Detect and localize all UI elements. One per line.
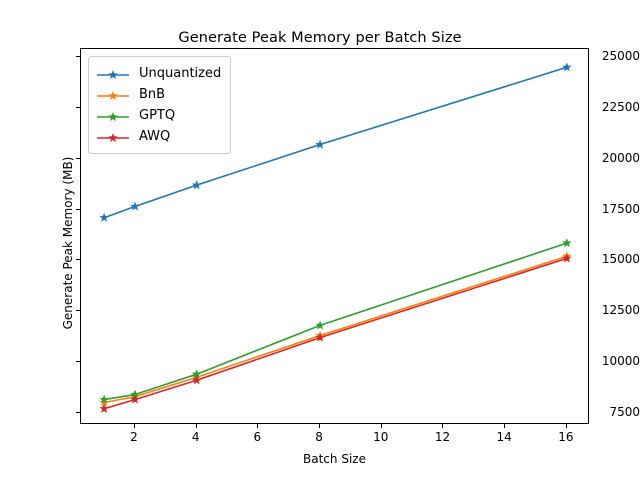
y-tick-mark: [76, 259, 80, 261]
x-tick-mark: [565, 424, 567, 428]
data-point-marker: [130, 389, 140, 399]
y-tick-label: 15000: [601, 252, 640, 267]
x-tick-label: 12: [434, 430, 451, 444]
plot-svg: [99, 62, 572, 413]
y-tick-mark: [76, 106, 80, 108]
series-line: [104, 242, 568, 401]
series-line: [103, 255, 568, 404]
y-tick-label: 10000: [601, 353, 640, 368]
data-point-marker: [562, 238, 572, 248]
data-point-marker: [99, 212, 109, 222]
data-point-marker: [130, 394, 140, 404]
x-tick-mark: [504, 424, 506, 428]
x-tick-mark: [442, 424, 444, 428]
x-tick-mark: [133, 424, 135, 428]
x-tick-mark: [380, 424, 382, 428]
data-point-marker: [562, 253, 572, 263]
y-tick-mark: [76, 208, 80, 210]
x-tick-label: 8: [315, 430, 323, 444]
x-tick-label: 6: [253, 430, 262, 444]
y-axis-label: Generate Peak Memory (MB): [61, 156, 75, 330]
x-tick-label: 10: [373, 430, 389, 444]
legend-item-gptq[interactable]: GPTQ: [96, 105, 221, 126]
legend-label: GPTQ: [139, 108, 176, 123]
y-tick-label: 7500: [609, 404, 640, 419]
x-tick-label: 4: [191, 430, 200, 444]
y-tick-mark: [76, 411, 80, 413]
x-tick-mark: [195, 424, 197, 428]
series-line: [103, 257, 568, 410]
legend-swatch-icon: [96, 109, 130, 123]
x-tick-label: 14: [496, 430, 512, 444]
series-gptq: [99, 238, 572, 404]
data-point-marker: [315, 320, 325, 330]
y-tick-mark: [76, 157, 80, 159]
x-tick-mark: [257, 424, 259, 428]
legend-swatch-icon: [96, 130, 130, 144]
data-point-marker: [191, 375, 202, 385]
series-unquantized: [99, 62, 572, 222]
y-tick-label: 25000: [601, 49, 640, 64]
data-point-marker: [315, 139, 325, 149]
data-point-marker: [99, 397, 109, 407]
x-tick-label: 2: [130, 430, 138, 444]
series-awq: [99, 253, 572, 413]
data-point-marker: [99, 403, 109, 413]
chart-title: Generate Peak Memory per Batch Size: [178, 30, 462, 46]
series-layer: [99, 62, 572, 413]
legend: Unquantized BnB GPTQ AWQ: [88, 56, 232, 154]
data-point-marker: [191, 180, 202, 190]
x-tick-mark: [319, 424, 321, 428]
data-point-marker: [191, 369, 202, 379]
legend-swatch-icon: [96, 88, 130, 102]
y-tick-mark: [76, 310, 80, 312]
y-tick-label: 20000: [601, 150, 640, 165]
legend-item-awq[interactable]: AWQ: [96, 126, 221, 147]
legend-label: BnB: [139, 87, 166, 102]
y-tick-mark: [76, 360, 80, 362]
data-point-marker: [562, 62, 572, 72]
data-point-marker: [130, 201, 140, 211]
legend-label: AWQ: [139, 129, 171, 144]
x-tick-label: 16: [558, 430, 574, 444]
y-tick-mark: [76, 56, 80, 58]
x-axis-label: Batch Size: [303, 452, 366, 466]
data-point-marker: [99, 394, 109, 404]
legend-swatch-icon: [96, 67, 130, 81]
y-tick-label: 12500: [601, 303, 640, 318]
legend-item-unquantized[interactable]: Unquantized: [96, 63, 221, 84]
legend-label: Unquantized: [139, 66, 222, 81]
legend-item-bnb[interactable]: BnB: [96, 84, 221, 105]
data-point-marker: [315, 332, 325, 342]
y-tick-label: 22500: [601, 99, 640, 114]
y-tick-label: 17500: [601, 201, 640, 216]
